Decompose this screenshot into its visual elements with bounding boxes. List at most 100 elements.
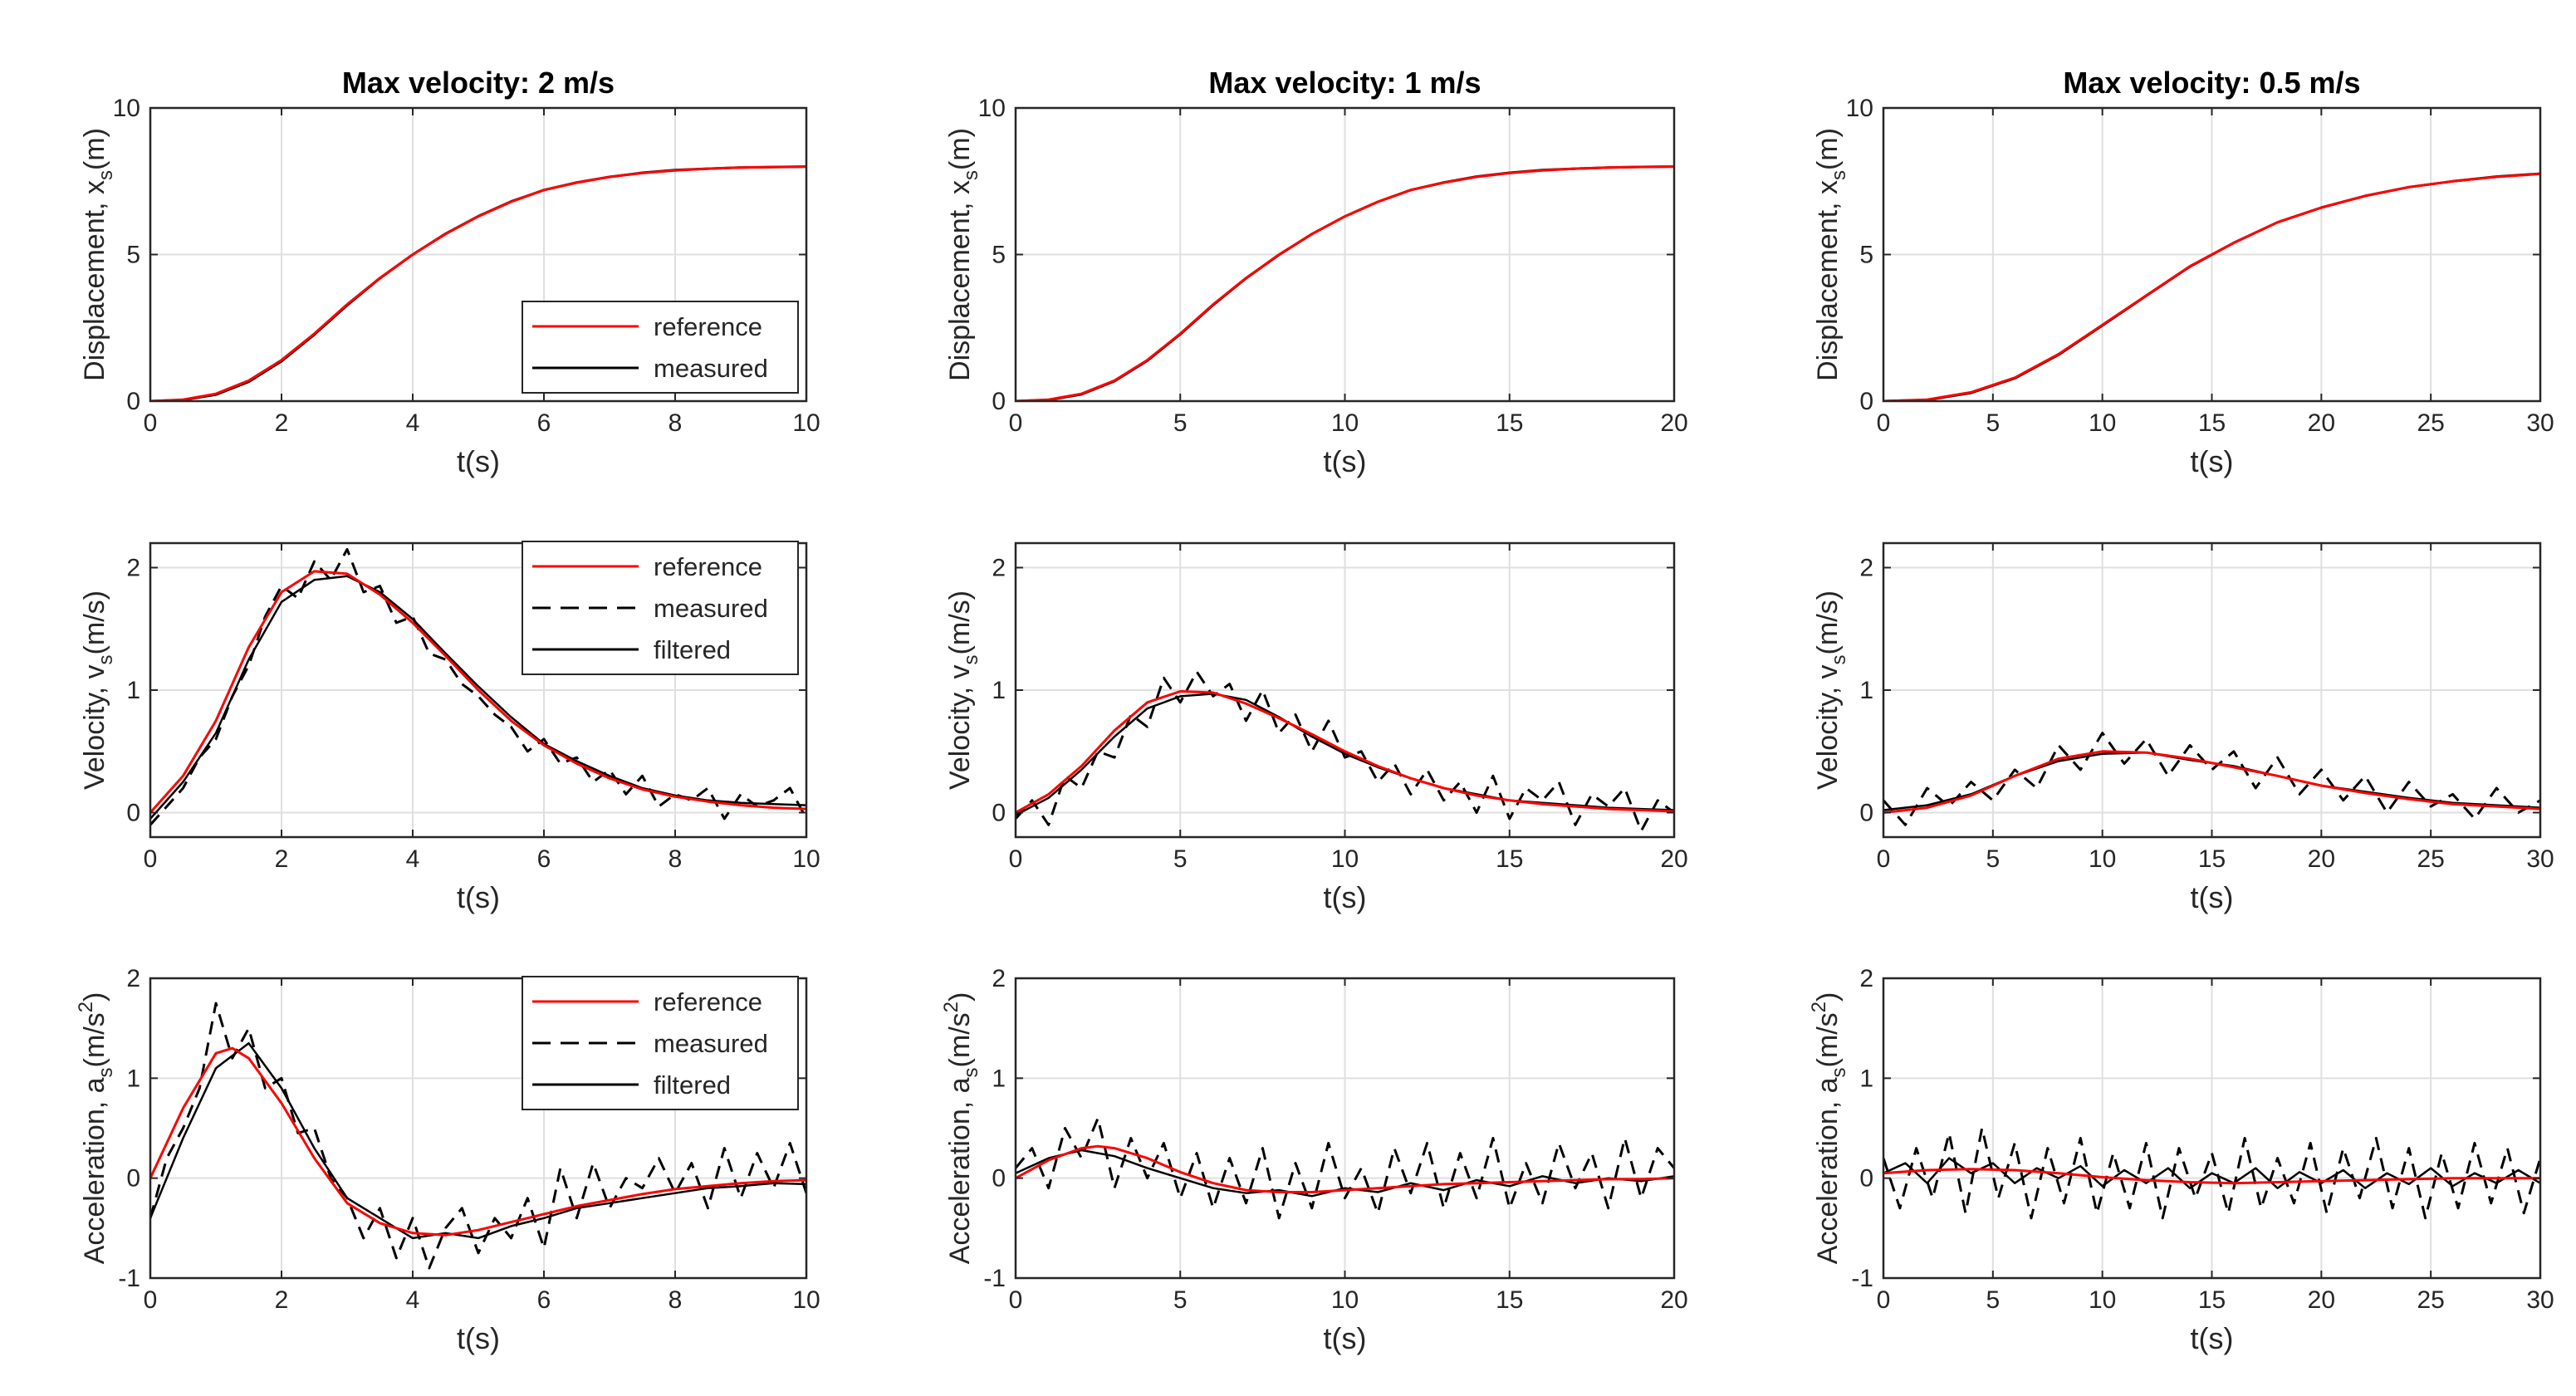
y-tick-label: 2 [126,965,140,992]
y-tick-label: -1 [983,1265,1006,1292]
y-tick-label: 0 [1859,388,1873,415]
x-tick-label: 10 [2089,845,2116,873]
series-line-measured [150,1002,806,1270]
series-line-filtered [1883,1157,2540,1189]
x-tick-label: 5 [1986,409,2000,437]
y-label-unit: (m/s) [944,590,976,654]
y-label-unit: (m/s [1812,1012,1844,1067]
series-line-reference [1016,1144,1674,1193]
y-label-subscript: s [1828,170,1850,180]
series-line-reference [150,1046,806,1237]
y-label-subscript: s [95,654,117,664]
series-line-measured [150,547,806,826]
x-tick-label: 2 [275,1286,289,1314]
y-tick-label: 2 [1859,965,1873,992]
y-tick-label: 0 [126,800,140,827]
x-axis-label: t(s) [2191,444,2234,478]
x-tick-label: 8 [668,1286,683,1314]
y-label-unit: (m) [944,128,976,170]
series-line-reference [1883,1168,2540,1185]
y-label-main: Velocity, v [1812,664,1844,790]
y-axis-label: Displacement, xs(m) [1812,128,1850,381]
y-label-main: Velocity, v [944,664,976,790]
x-axis-label: t(s) [457,1321,500,1355]
y-label-unit: (m/s [944,1012,976,1067]
chart-panel-vel-1: 0 5 10 15 20 0 1 2 t(s) Velocity, vs(m/s) [944,541,1688,914]
y-tick-label: 1 [992,677,1006,704]
y-label-unit: (m/s) [1812,590,1844,654]
x-axis-label: t(s) [457,444,500,478]
x-tick-label: 15 [1496,1286,1523,1314]
series-line-reference [1016,690,1674,814]
series-line-reference [1883,172,2540,401]
x-tick-label: 0 [1009,1286,1023,1314]
x-tick-label: 5 [1173,845,1188,873]
x-tick-label: 30 [2526,845,2554,873]
y-tick-label: 1 [126,1065,140,1092]
x-tick-label: 0 [1009,409,1023,437]
legend-label-filtered: filtered [654,1070,731,1100]
y-tick-label: 2 [992,555,1006,582]
y-label-main: Displacement, x [944,180,976,381]
x-axis-label: t(s) [457,880,500,914]
series-line-reference [1016,165,1674,401]
x-tick-label: 0 [1877,1286,1891,1314]
y-axis-label: Acceleration, as(m/s2) [75,992,117,1265]
chart-panel-disp-2: 0 2 4 6 8 10 0 5 10 t(s) Displacement, xs(m) Max ve… [79,66,820,478]
y-label-subscript: s [95,1067,117,1077]
y-label-main: Acceleration, a [944,1077,976,1264]
x-tick-label: 25 [2417,845,2444,873]
y-axis-label: Velocity, vs(m/s) [1812,590,1850,790]
y-label-superscript: 2 [1808,1002,1830,1012]
chart-panel-disp-1: 0 5 10 15 20 0 5 10 t(s) Displacement, xs(m) Max v… [944,66,1688,478]
x-tick-label: 30 [2526,409,2554,437]
x-tick-label: 15 [1496,409,1523,437]
x-tick-label: 4 [406,409,420,437]
x-tick-label: 5 [1986,845,2000,873]
x-tick-label: 0 [1877,409,1891,437]
x-tick-label: 0 [1877,845,1891,873]
y-tick-label: -1 [1851,1265,1873,1292]
x-tick-label: 2 [275,409,289,437]
y-label-unit: (m/s) [79,590,110,654]
legend: reference measured filtered [522,541,799,675]
chart-title: Max velocity: 2 m/s [342,66,615,100]
y-label-subscript: s [1828,1067,1850,1077]
x-tick-label: 5 [1173,1286,1188,1314]
chart-panel-disp-05: 0 5 10 15 20 25 30 0 5 10 t(s) Displacement, xs(m) M… [1812,66,2554,478]
x-axis-label: t(s) [2191,880,2234,914]
legend-label-reference: reference [654,312,762,341]
y-tick-label: -1 [118,1265,140,1292]
y-label-unit-close: ) [79,992,110,1002]
x-tick-label: 10 [2089,409,2116,437]
x-tick-label: 6 [537,1286,551,1314]
chart-title: Max velocity: 0.5 m/s [2063,66,2360,100]
x-tick-label: 15 [2198,1286,2226,1314]
y-tick-label: 1 [1859,677,1873,704]
y-tick-label: 10 [1846,95,1873,122]
legend-label-measured: measured [654,594,768,623]
x-tick-label: 10 [1331,845,1359,873]
y-axis-label: Displacement, xs(m) [944,128,982,381]
y-tick-label: 0 [992,388,1006,415]
x-axis-label: t(s) [2191,1321,2234,1355]
y-label-unit-close: ) [1812,992,1844,1002]
x-tick-label: 10 [792,409,820,437]
series-line-reference [150,570,806,814]
x-tick-label: 20 [2308,845,2335,873]
y-tick-label: 1 [126,677,140,704]
x-tick-label: 10 [1331,409,1359,437]
x-tick-label: 25 [2417,409,2444,437]
legend-label-filtered: filtered [654,635,731,664]
legend-label-measured: measured [654,1029,768,1058]
y-label-unit: (m/s [79,1012,110,1067]
y-tick-label: 1 [1859,1065,1873,1092]
x-tick-label: 15 [2198,409,2226,437]
y-axis-label: Acceleration, as(m/s2) [940,992,982,1265]
y-label-superscript: 2 [940,1002,962,1012]
x-tick-label: 10 [1331,1286,1359,1314]
x-tick-label: 10 [2089,1286,2116,1314]
x-tick-label: 0 [144,1286,158,1314]
y-label-main: Acceleration, a [1812,1077,1844,1264]
